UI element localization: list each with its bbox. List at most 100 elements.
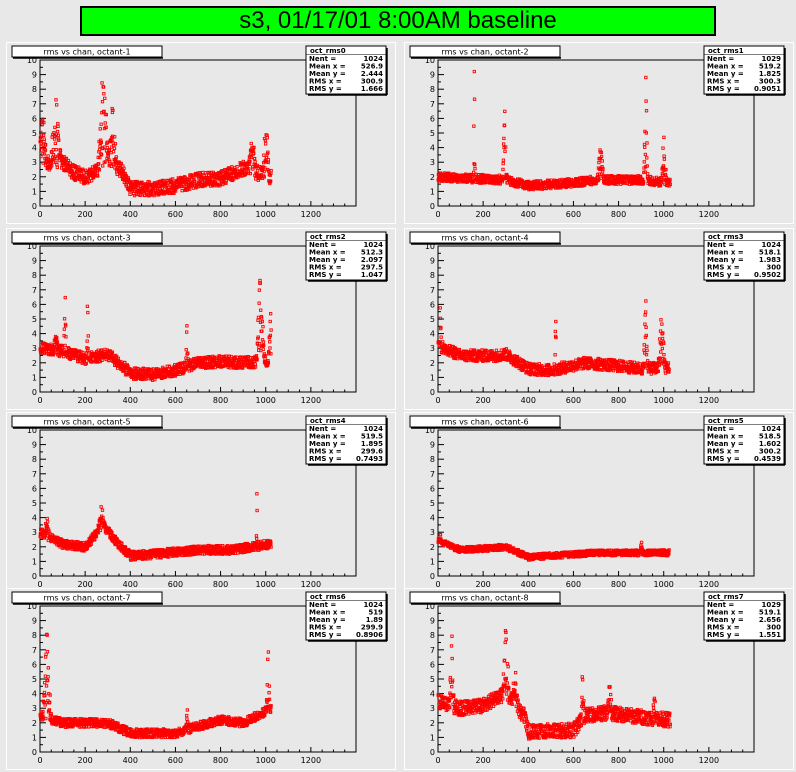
data-point xyxy=(644,299,648,303)
data-point xyxy=(644,333,648,338)
data-point xyxy=(57,138,61,142)
data-point xyxy=(503,149,507,154)
data-point xyxy=(622,359,626,364)
data-point xyxy=(53,351,57,355)
data-point xyxy=(187,178,192,182)
plot-pad-1: 0 1 2 3 4 5 6 7 8 9 10 0 200 400 600 800 1000 1200 rms vs … xyxy=(6,42,396,224)
data-point xyxy=(53,141,57,146)
data-point xyxy=(104,160,108,164)
data-point xyxy=(171,177,175,181)
data-point xyxy=(85,304,90,309)
x-tick-label: 200 xyxy=(476,396,491,405)
data-point xyxy=(101,164,105,168)
y-tick-label: 1 xyxy=(32,187,37,196)
data-point xyxy=(94,534,99,539)
y-tick-label: 7 xyxy=(32,470,37,479)
data-point xyxy=(79,350,83,354)
x-tick-label: 1000 xyxy=(256,210,276,219)
y-tick-label: 6 xyxy=(32,114,37,123)
data-point xyxy=(657,337,662,341)
data-point xyxy=(86,334,90,338)
data-point xyxy=(252,145,256,149)
data-point xyxy=(642,160,646,164)
data-point xyxy=(235,165,239,169)
data-point xyxy=(660,181,664,185)
data-point xyxy=(84,361,88,366)
data-point xyxy=(258,281,262,285)
y-tick-label: 10 xyxy=(425,56,435,65)
x-tick-label: 0 xyxy=(435,396,440,405)
data-point xyxy=(89,542,93,546)
data-point xyxy=(58,353,62,358)
data-point xyxy=(664,167,668,172)
data-point xyxy=(455,356,460,361)
data-points xyxy=(436,69,672,192)
data-point xyxy=(39,154,43,159)
data-point xyxy=(599,154,604,159)
data-point xyxy=(128,192,132,197)
data-point xyxy=(540,364,544,368)
x-tick-label: 1200 xyxy=(301,396,321,405)
data-point xyxy=(145,557,149,561)
data-point xyxy=(110,138,114,142)
y-tick-label: 4 xyxy=(32,144,37,153)
data-point xyxy=(103,121,107,125)
data-point xyxy=(207,171,212,175)
data-point xyxy=(54,98,58,102)
x-tick-label: 800 xyxy=(213,210,228,219)
data-point xyxy=(263,354,268,358)
data-point xyxy=(259,308,263,312)
data-point xyxy=(97,148,102,152)
data-point xyxy=(114,157,118,161)
data-point xyxy=(100,508,105,512)
data-point xyxy=(165,185,169,189)
y-tick-label: 3 xyxy=(430,344,435,353)
data-point xyxy=(642,364,647,368)
data-point xyxy=(45,162,50,166)
data-point xyxy=(666,361,671,365)
data-point xyxy=(667,367,671,372)
data-point xyxy=(66,158,71,163)
data-point xyxy=(184,348,188,352)
data-point xyxy=(178,372,182,376)
data-point xyxy=(662,157,667,161)
data-point xyxy=(646,359,650,363)
data-point xyxy=(129,558,134,562)
data-point xyxy=(111,108,115,112)
data-point xyxy=(55,129,60,134)
data-point xyxy=(484,180,488,185)
data-point xyxy=(64,156,69,161)
data-point xyxy=(113,142,118,146)
data-point xyxy=(504,347,509,351)
y-tick-label: 5 xyxy=(32,499,37,508)
x-tick-label: 600 xyxy=(566,210,581,219)
data-point xyxy=(601,167,605,171)
x-tick-label: 400 xyxy=(521,396,536,405)
page-title: s3, 01/17/01 8:00AM baseline xyxy=(80,6,716,36)
data-point xyxy=(268,319,272,324)
data-point xyxy=(268,340,272,344)
data-point xyxy=(193,179,197,184)
data-point xyxy=(187,187,192,191)
data-point xyxy=(256,315,261,320)
x-tick-label: 0 xyxy=(37,580,42,589)
data-points xyxy=(436,299,671,378)
x-tick-label: 1200 xyxy=(699,396,719,405)
data-point xyxy=(54,147,58,152)
data-point xyxy=(169,180,173,185)
data-point xyxy=(662,135,666,140)
data-point xyxy=(58,152,62,156)
data-point xyxy=(62,354,66,359)
x-tick-label: 600 xyxy=(168,210,183,219)
x-tick-label: 200 xyxy=(78,396,93,405)
data-point xyxy=(502,142,506,146)
x-tick-label: 200 xyxy=(78,210,93,219)
data-point xyxy=(101,85,106,89)
data-point xyxy=(553,353,557,357)
data-point xyxy=(659,318,663,322)
data-point xyxy=(90,179,94,183)
data-point xyxy=(504,145,508,149)
